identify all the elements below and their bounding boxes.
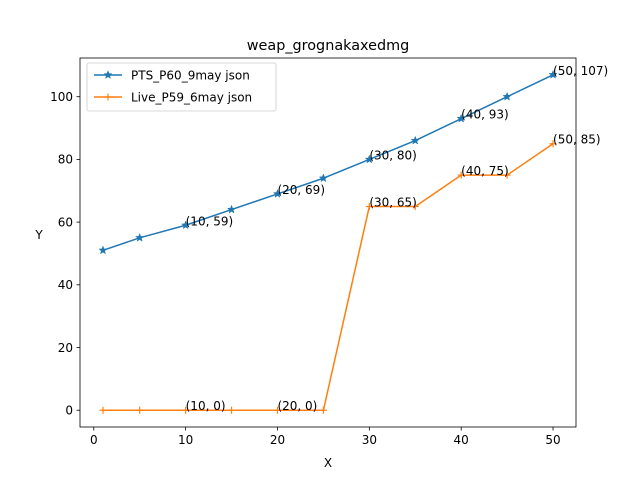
series-0-point-2 [180, 220, 191, 230]
y-tick-label-20: 20 [58, 341, 73, 355]
x-axis: 0 10 20 30 40 50 [90, 427, 561, 447]
annotation-layer: (10, 59) (20, 69) (30, 80) (40, 93) (50, 107… [186, 64, 609, 413]
series-layer [98, 69, 558, 414]
series-0-point-4 [272, 188, 283, 198]
y-tick-label-80: 80 [58, 153, 73, 167]
x-tick-label-20: 20 [270, 433, 285, 447]
series-1-point-10 [549, 140, 557, 148]
legend-box [86, 62, 277, 112]
series-0-annotation-0: (10, 59) [186, 214, 234, 228]
series-1-point-9 [503, 171, 511, 179]
series-1-point-2 [182, 406, 190, 414]
series-0-point-8 [456, 113, 466, 123]
series-1-point-8 [457, 171, 465, 179]
legend-marker-series-0 [103, 70, 113, 79]
series-0-annotation-1: (20, 69) [277, 183, 325, 197]
x-tick-label-10: 10 [178, 433, 193, 447]
series-0-point-9 [502, 91, 512, 101]
legend-marker-shape-0 [103, 70, 113, 79]
series-1-point-1 [136, 406, 144, 414]
series-0-annotation-4: (50, 107) [553, 64, 608, 78]
x-tick-label-0: 0 [90, 433, 98, 447]
y-tick-label-0: 0 [65, 404, 73, 418]
series-1-annotation-2: (30, 65) [369, 195, 417, 209]
x-axis-label: X [324, 456, 332, 470]
y-axis-label: Y [34, 228, 43, 242]
series-0-annotation-3: (40, 93) [461, 108, 509, 122]
series-0-point-1 [135, 232, 145, 242]
legend-label-series-0: PTS_P60_9may json [131, 69, 250, 83]
series-1-annotation-4: (50, 85) [553, 133, 601, 147]
series-0-point-6 [364, 154, 375, 164]
series-0-point-3 [226, 204, 237, 214]
series-1-annotation-1: (20, 0) [277, 399, 317, 413]
y-axis: 0 20 40 60 80 100 [50, 90, 80, 418]
series-1-point-4 [273, 406, 281, 414]
series-0-point-7 [410, 135, 420, 145]
legend: PTS_P60_9may json Live_P59_6may json [86, 62, 277, 112]
series-0-point-10 [548, 69, 558, 79]
plot-frame [79, 57, 577, 428]
series-1-point-0 [99, 406, 107, 414]
legend-marker-shape-1 [104, 93, 112, 101]
series-1-point-6 [365, 202, 373, 210]
series-1-line [102, 143, 554, 411]
series-1-point-7 [411, 202, 419, 210]
x-tick-label-50: 50 [545, 433, 560, 447]
legend-marker-series-1 [104, 93, 112, 101]
series-1-point-3 [228, 406, 236, 414]
series-0-point-5 [318, 173, 329, 183]
series-1-annotation-3: (40, 75) [461, 164, 509, 178]
legend-label-series-1: Live_P59_6may json [131, 91, 252, 105]
y-tick-label-40: 40 [58, 278, 73, 292]
x-tick-label-30: 30 [362, 433, 377, 447]
y-tick-label-100: 100 [50, 90, 73, 104]
y-tick-label-60: 60 [58, 215, 73, 229]
series-1-point-5 [319, 406, 327, 414]
series-0-point-0 [98, 245, 108, 255]
chart-title: weap_grognakaxedmg [247, 38, 410, 54]
series-1-annotation-0: (10, 0) [186, 399, 226, 413]
x-tick-label-40: 40 [454, 433, 469, 447]
series-0-annotation-2: (30, 80) [369, 148, 417, 162]
